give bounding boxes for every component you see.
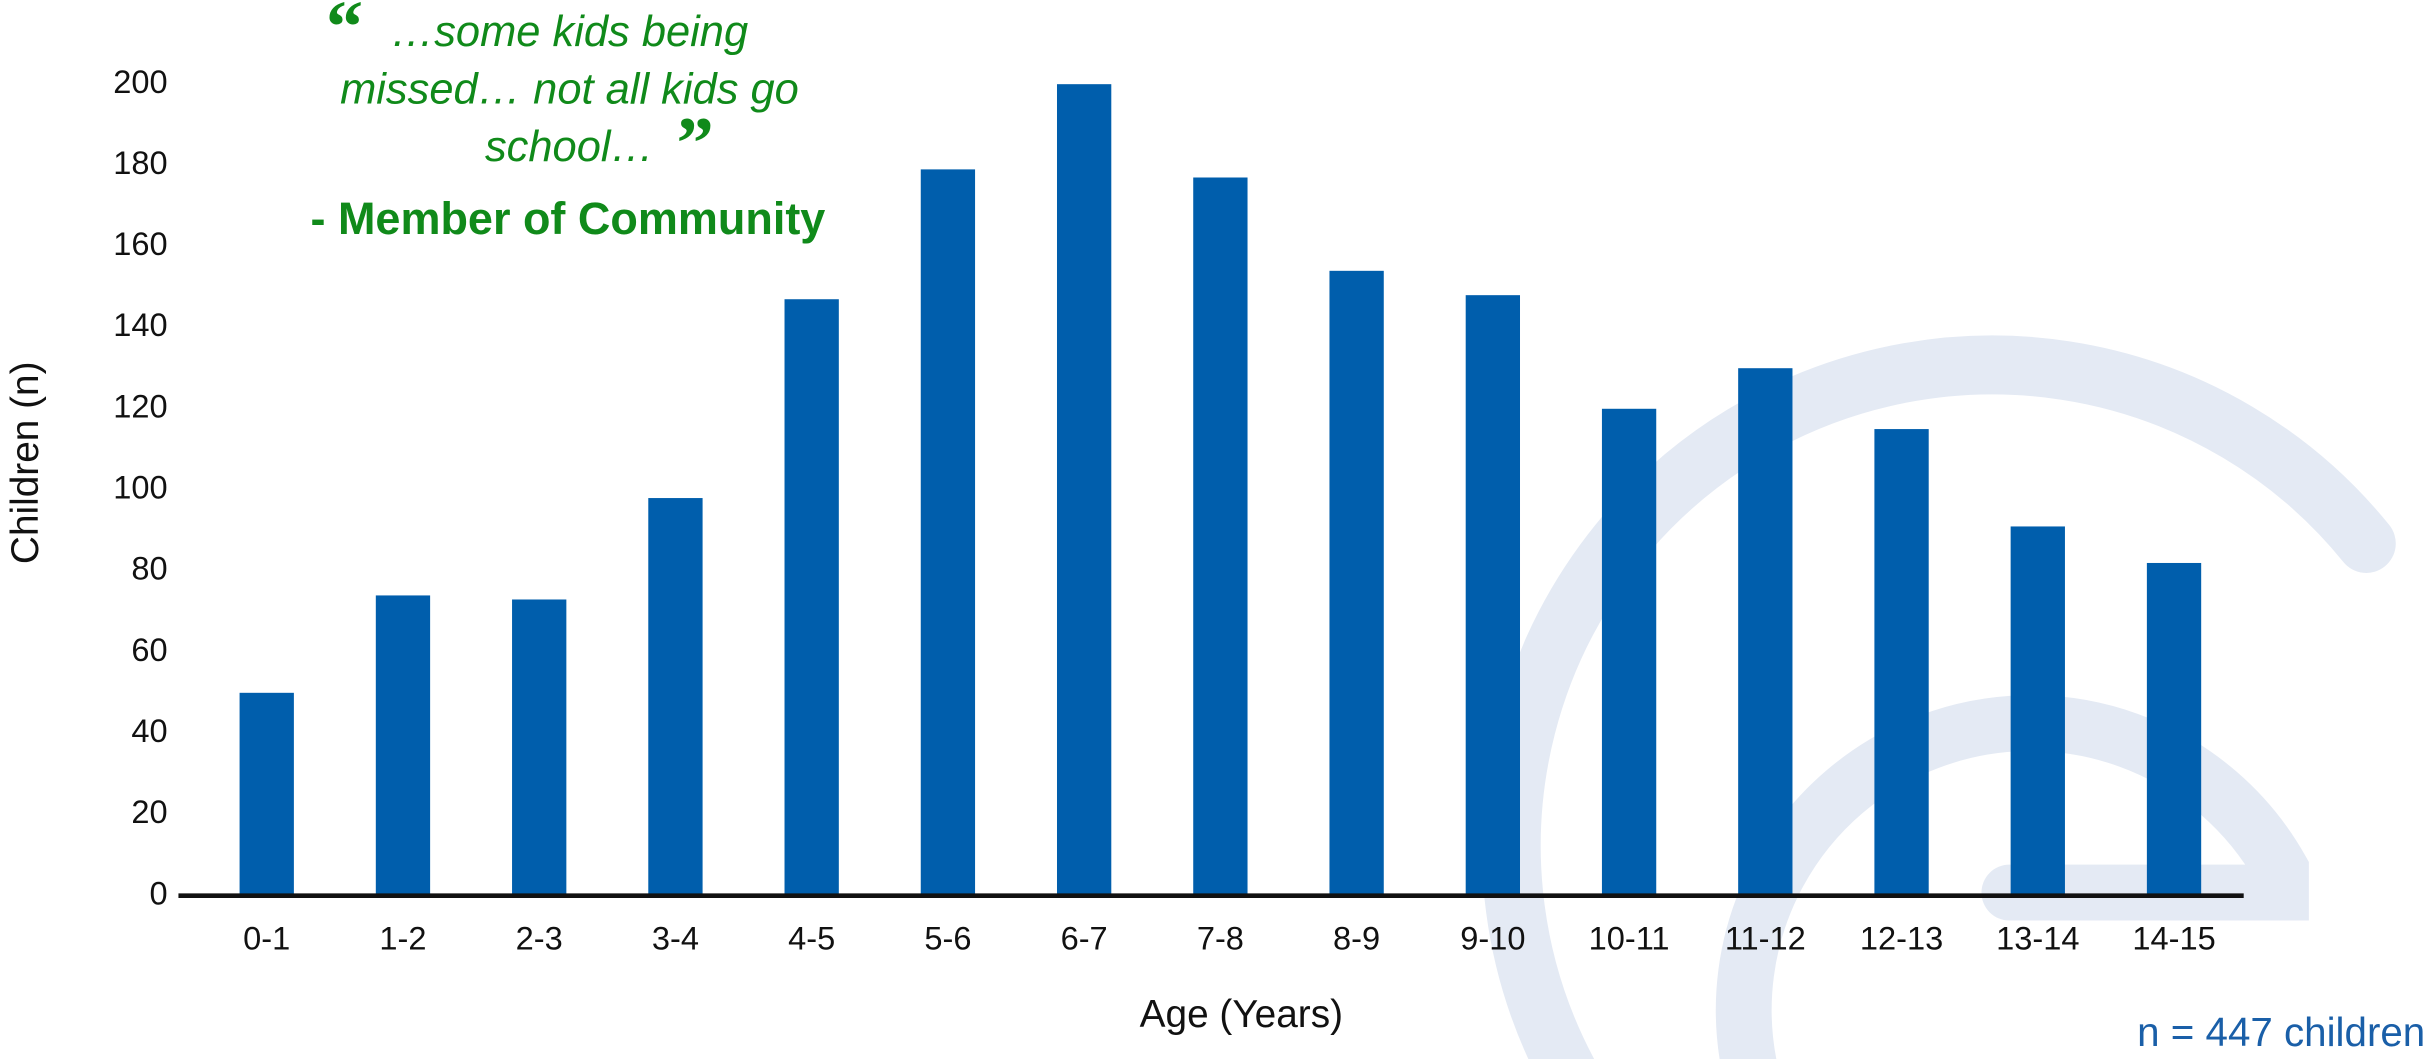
close-quote: ” — [677, 103, 714, 185]
bar — [1465, 295, 1521, 896]
x-tick-label: 14-15 — [2132, 920, 2215, 956]
x-axis-title: Age (Years) — [1140, 993, 1343, 1036]
x-tick-label: 11-12 — [1725, 920, 1806, 956]
bar — [512, 599, 567, 896]
y-tick-label: 0 — [149, 875, 167, 911]
x-tick-label: 10-11 — [1589, 920, 1670, 956]
y-tick-label: 160 — [113, 226, 167, 262]
bar — [1056, 84, 1112, 896]
x-tick-label: 3-4 — [652, 920, 699, 956]
bar — [1874, 429, 1929, 896]
bar — [784, 299, 839, 896]
x-tick-label: 6-7 — [1061, 920, 1108, 956]
y-tick-label: 180 — [113, 145, 167, 181]
bar — [2146, 562, 2202, 896]
y-tick-label: 140 — [113, 307, 167, 343]
x-tick-label: 5-6 — [924, 920, 971, 956]
bar — [1329, 270, 1384, 896]
x-tick-label: 4-5 — [788, 920, 835, 956]
sample-note: n = 447 children — [2137, 1009, 2425, 1055]
y-tick-label: 100 — [113, 470, 167, 506]
x-tick-label: 7-8 — [1197, 920, 1244, 956]
x-tick-label: 0-1 — [243, 920, 290, 956]
x-tick-label: 2-3 — [516, 920, 563, 956]
x-tick-label: 13-14 — [1996, 920, 2079, 956]
x-tick-label: 1-2 — [379, 920, 426, 956]
quote-line: school… — [485, 123, 654, 171]
bar — [2010, 526, 2065, 896]
quote-line: missed… not all kids go — [340, 65, 799, 113]
y-tick-label: 200 — [113, 64, 167, 100]
x-tick-label: 9-10 — [1460, 920, 1525, 956]
y-axis-title: Children (n) — [4, 361, 47, 564]
y-tick-label: 60 — [131, 632, 167, 668]
bar — [239, 692, 294, 896]
y-tick-label: 20 — [131, 794, 167, 830]
bar — [1193, 177, 1248, 896]
bar — [648, 498, 703, 896]
y-tick-label: 40 — [131, 713, 167, 749]
quote-attribution: - Member of Community — [310, 193, 825, 244]
x-tick-label: 8-9 — [1333, 920, 1380, 956]
quote-line: …some kids being — [391, 8, 748, 56]
bar — [920, 169, 976, 896]
bar — [1601, 408, 1657, 896]
open-quote: “ — [326, 0, 363, 69]
bar — [375, 595, 431, 896]
y-tick-label: 120 — [113, 388, 167, 424]
y-tick-label: 80 — [131, 551, 167, 587]
bar — [1738, 368, 1793, 896]
x-tick-label: 12-13 — [1860, 920, 1943, 956]
